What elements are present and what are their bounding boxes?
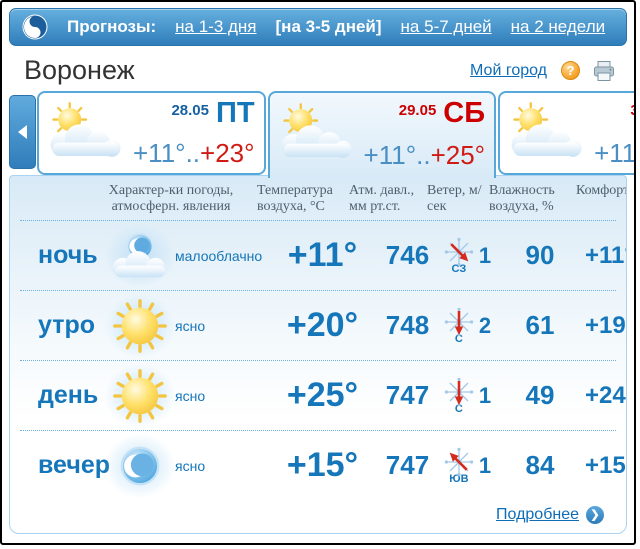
col-header-weather: Характер-ки погоды, атмосферн. явления bbox=[108, 183, 234, 215]
wind-speed-value: 1 bbox=[478, 452, 492, 478]
forecasts-label: Прогнозы: bbox=[67, 17, 157, 36]
wind-cell: С 1 bbox=[440, 377, 495, 415]
card-date: 30.05 bbox=[630, 102, 634, 119]
pressure-value: 747 bbox=[385, 380, 430, 410]
temperature-value: +20° bbox=[286, 306, 359, 344]
weather-description: ясно bbox=[175, 387, 206, 404]
sun-cloud-icon bbox=[272, 99, 364, 169]
temperature-value: +11° bbox=[287, 236, 358, 274]
table-row-day: день ясно +25° 747 С 1 49 +24° bbox=[10, 361, 626, 430]
sun-cloud-icon bbox=[41, 98, 133, 168]
wind-compass-icon bbox=[444, 237, 474, 267]
forecast-nav-bar: Прогнозы: на 1-3 дня [на 3-5 дней] на 5-… bbox=[9, 8, 627, 46]
weather-description: ясно bbox=[175, 317, 206, 334]
help-icon[interactable]: ? bbox=[561, 61, 580, 80]
wind-cell: С 2 bbox=[440, 307, 495, 345]
chevron-right-circle-icon[interactable]: ❯ bbox=[586, 506, 604, 524]
my-city-link[interactable]: Мой город bbox=[470, 61, 547, 79]
col-header-temp: Температура воздуха, °С bbox=[257, 183, 333, 215]
pressure-value: 747 bbox=[385, 450, 430, 480]
comfort-value: +24° bbox=[585, 381, 626, 409]
time-of-day-label: вечер bbox=[38, 451, 111, 479]
col-header-comfort: Комфорт, °С bbox=[576, 183, 627, 198]
wind-speed-value: 1 bbox=[478, 242, 492, 268]
forecast-table: Характер-ки погоды, атмосферн. явления Т… bbox=[9, 175, 627, 534]
card-day-name: ПТ bbox=[215, 97, 255, 129]
day-card-saturday[interactable]: 29.05 СБ +11°..+25° bbox=[267, 91, 497, 178]
comfort-value: +11° bbox=[585, 241, 626, 269]
pressure-value: 748 bbox=[385, 310, 430, 340]
wind-direction-label: ЮВ bbox=[449, 472, 469, 485]
nav-link-3-5-days[interactable]: [на 3-5 дней] bbox=[275, 17, 382, 36]
wind-compass-icon bbox=[444, 307, 474, 337]
card-temp-dots: .. bbox=[185, 138, 201, 168]
wind-direction-label: С bbox=[454, 332, 463, 345]
printer-icon bbox=[592, 60, 616, 82]
print-button[interactable] bbox=[592, 60, 616, 82]
card-temp-low: +11° bbox=[133, 138, 186, 168]
weather-description: малооблачно bbox=[175, 247, 263, 264]
comfort-value: +15° bbox=[585, 451, 626, 479]
moon-icon bbox=[105, 433, 175, 498]
card-date: 29.05 bbox=[398, 102, 437, 119]
table-row-evening: вечер ясно +15° 747 ЮВ 1 84 +15 bbox=[10, 431, 626, 500]
wind-speed-value: 2 bbox=[478, 312, 492, 338]
details-row: Подробнее ❯ bbox=[496, 506, 604, 524]
temperature-value: +25° bbox=[286, 376, 359, 414]
col-header-pressure: Атм. давл., мм рт.ст. bbox=[349, 183, 415, 215]
wind-compass-icon bbox=[444, 447, 474, 477]
weather-description: ясно bbox=[175, 457, 206, 474]
card-temp-dots: .. bbox=[416, 140, 431, 170]
card-temp-low: +11° bbox=[594, 138, 636, 168]
row-divider bbox=[20, 290, 616, 291]
time-of-day-label: ночь bbox=[38, 241, 98, 269]
humidity-value: 49 bbox=[525, 380, 555, 410]
row-divider bbox=[20, 360, 616, 361]
wind-cell: СЗ 1 bbox=[440, 237, 495, 275]
table-header-row: Характер-ки погоды, атмосферн. явления Т… bbox=[10, 176, 626, 220]
col-header-wind: Ветер, м/сек bbox=[427, 183, 482, 215]
card-day-name: СБ bbox=[443, 97, 486, 129]
time-of-day-label: день bbox=[38, 381, 99, 409]
sun-icon bbox=[105, 293, 175, 358]
card-temp-high: +23° bbox=[200, 138, 255, 168]
wind-direction-label: СЗ bbox=[451, 262, 467, 275]
table-row-night: ночь малооблачно +11° 746 СЗ 1 90 bbox=[10, 221, 626, 290]
brand-logo-icon bbox=[22, 14, 48, 40]
temperature-value: +15° bbox=[286, 446, 359, 484]
humidity-value: 90 bbox=[525, 240, 555, 270]
comfort-value: +19° bbox=[585, 311, 626, 339]
pressure-value: 746 bbox=[385, 240, 430, 270]
day-card-friday[interactable]: 28.05 ПТ +11°..+23° bbox=[37, 91, 266, 175]
wind-speed-value: 1 bbox=[478, 382, 492, 408]
page-title: Воронеж bbox=[24, 55, 135, 85]
wind-direction-label: С bbox=[454, 402, 463, 415]
row-divider bbox=[20, 430, 616, 431]
sun-cloud-icon bbox=[502, 98, 594, 168]
nav-link-2-weeks[interactable]: на 2 недели bbox=[510, 17, 606, 36]
sun-icon bbox=[105, 363, 175, 428]
humidity-value: 84 bbox=[525, 450, 555, 480]
day-card-sunday[interactable]: 30.05ВС +11°..+24° bbox=[498, 91, 636, 175]
col-header-humidity: Влажность воздуха, % bbox=[489, 183, 555, 215]
details-link[interactable]: Подробнее bbox=[496, 506, 579, 523]
nav-link-1-3-days[interactable]: на 1-3 дня bbox=[175, 17, 257, 36]
moon-cloud-icon bbox=[105, 223, 175, 288]
card-temp-high: +25° bbox=[430, 140, 486, 170]
carousel-prev-button[interactable] bbox=[9, 95, 36, 169]
humidity-value: 61 bbox=[525, 310, 555, 340]
city-header: Воронеж Мой город ? bbox=[2, 46, 634, 91]
chevron-left-icon bbox=[11, 125, 27, 139]
nav-link-5-7-days[interactable]: на 5-7 дней bbox=[400, 17, 492, 36]
table-row-morning: утро ясно +20° 748 С 2 61 +19° bbox=[10, 291, 626, 360]
row-divider bbox=[20, 220, 616, 221]
time-of-day-label: утро bbox=[38, 311, 95, 339]
wind-cell: ЮВ 1 bbox=[440, 447, 495, 485]
wind-compass-icon bbox=[444, 377, 474, 407]
card-date: 28.05 bbox=[171, 102, 209, 119]
card-temp-low: +11° bbox=[363, 140, 417, 170]
